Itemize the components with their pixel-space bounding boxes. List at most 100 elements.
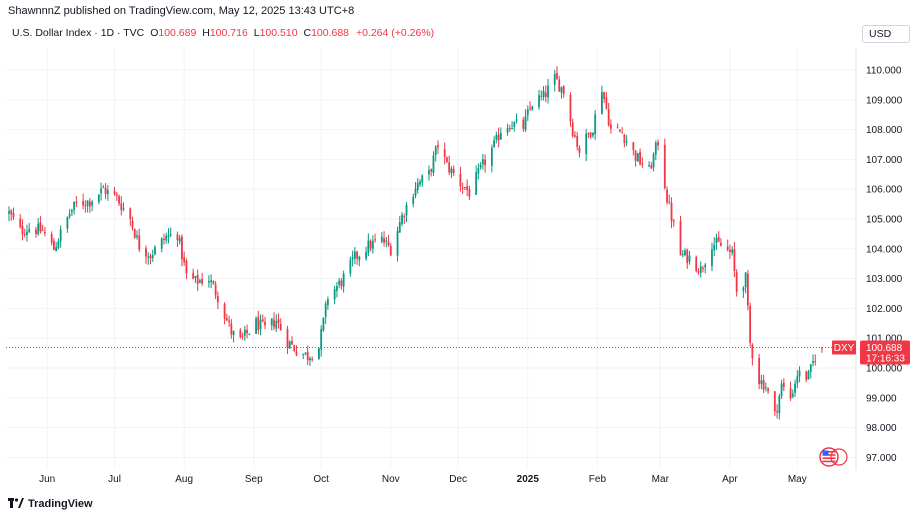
candle-body <box>663 144 666 189</box>
candle-body <box>122 208 125 210</box>
candle-body <box>412 196 415 204</box>
candle-body <box>648 165 650 167</box>
countdown-timer: 17:16:33 <box>866 353 905 364</box>
candle-body <box>713 244 716 251</box>
candle-body <box>443 149 446 157</box>
candle-body <box>702 267 704 269</box>
candle-body <box>389 245 392 256</box>
candle-body <box>214 284 217 296</box>
candle-body <box>726 246 729 251</box>
candle-body <box>129 208 132 220</box>
candle-body <box>809 364 812 373</box>
candle-body <box>160 238 163 249</box>
x-tick-label: Feb <box>589 474 607 485</box>
candle-body <box>547 85 549 98</box>
candle-body <box>147 256 150 258</box>
candle-body <box>419 181 421 185</box>
candle-body <box>773 391 776 412</box>
candle-body <box>636 153 639 162</box>
candle-body <box>479 164 482 168</box>
candle-body <box>538 95 540 108</box>
open-label: O <box>150 27 159 39</box>
candle-body <box>73 201 76 210</box>
candle-body <box>248 333 251 335</box>
candle-body <box>720 242 722 246</box>
candle-body <box>333 289 336 300</box>
candle-body <box>805 371 808 380</box>
candle-body <box>681 254 684 256</box>
candle-body <box>733 249 736 272</box>
candle-body <box>351 257 354 260</box>
y-tick-label: 107.000 <box>866 155 903 166</box>
candle-body <box>623 134 626 144</box>
candle-body <box>383 238 385 243</box>
candle-body <box>371 240 374 249</box>
y-tick-label: 110.000 <box>866 66 902 77</box>
y-tick-label: 106.000 <box>866 185 903 196</box>
candle-body <box>275 321 278 329</box>
candle-body <box>634 150 637 161</box>
candle-body <box>416 182 419 190</box>
candle-body <box>715 238 718 244</box>
candle-body <box>198 280 201 283</box>
candle-body <box>616 127 619 129</box>
candle-body <box>277 319 280 323</box>
candle-body <box>207 280 210 283</box>
us-flag-icon[interactable] <box>819 447 848 467</box>
candle-body <box>246 329 248 334</box>
y-tick-label: 105.000 <box>866 215 903 226</box>
candle-body <box>273 319 275 328</box>
candle-body <box>524 116 527 131</box>
close-value: 100.688 <box>311 27 350 39</box>
candle-body <box>196 274 199 284</box>
y-tick-label: 100.000 <box>866 364 903 375</box>
candle-body <box>279 323 282 331</box>
candle-body <box>28 229 31 232</box>
y-axis: 110.000 109.000 108.000 107.000 106.000 105.0… <box>866 66 903 464</box>
candle-body <box>68 213 71 217</box>
candle-body <box>490 147 493 166</box>
candle-body <box>340 280 343 287</box>
candle-body <box>241 335 244 337</box>
candle-body <box>225 318 228 321</box>
candle-body <box>151 255 154 258</box>
symbol-tag: DXY <box>834 343 855 354</box>
currency-button[interactable]: USD <box>862 25 910 43</box>
candle-body <box>621 132 624 134</box>
candle-body <box>178 237 181 242</box>
candle-body <box>176 234 179 241</box>
candle-body <box>149 255 152 259</box>
symbol-tag-box <box>832 340 856 355</box>
candle-body <box>558 79 561 92</box>
candle-body <box>210 280 213 283</box>
candle-body <box>688 255 691 262</box>
candle-body <box>459 173 462 187</box>
y-tick-label: 109.000 <box>866 95 903 106</box>
high-value: 100.716 <box>209 27 248 39</box>
candle-body <box>106 189 109 195</box>
candle-body <box>37 223 40 235</box>
y-tick-label: 99.000 <box>866 393 897 404</box>
candle-body <box>261 319 264 322</box>
candle-body <box>39 222 42 232</box>
candle-body <box>70 210 73 213</box>
publisher-header: ShawnnnZ published on TradingView.com, M… <box>8 5 355 17</box>
candle-body <box>59 229 62 242</box>
candle-body <box>497 134 500 141</box>
candle-body <box>322 317 325 331</box>
candle-body <box>758 357 761 385</box>
chart-grid <box>6 48 857 470</box>
candle-body <box>540 95 543 97</box>
candle-body <box>697 271 700 273</box>
candle-body <box>288 341 291 349</box>
brand-name: TradingView <box>28 498 93 510</box>
candle-body <box>578 147 581 153</box>
flag-stripe <box>822 460 836 463</box>
candle-body <box>264 321 266 326</box>
candle-body <box>385 240 388 242</box>
candle-body <box>293 345 296 351</box>
candle-body <box>430 169 433 172</box>
close-label: C <box>303 27 312 39</box>
candle-body <box>686 249 689 264</box>
